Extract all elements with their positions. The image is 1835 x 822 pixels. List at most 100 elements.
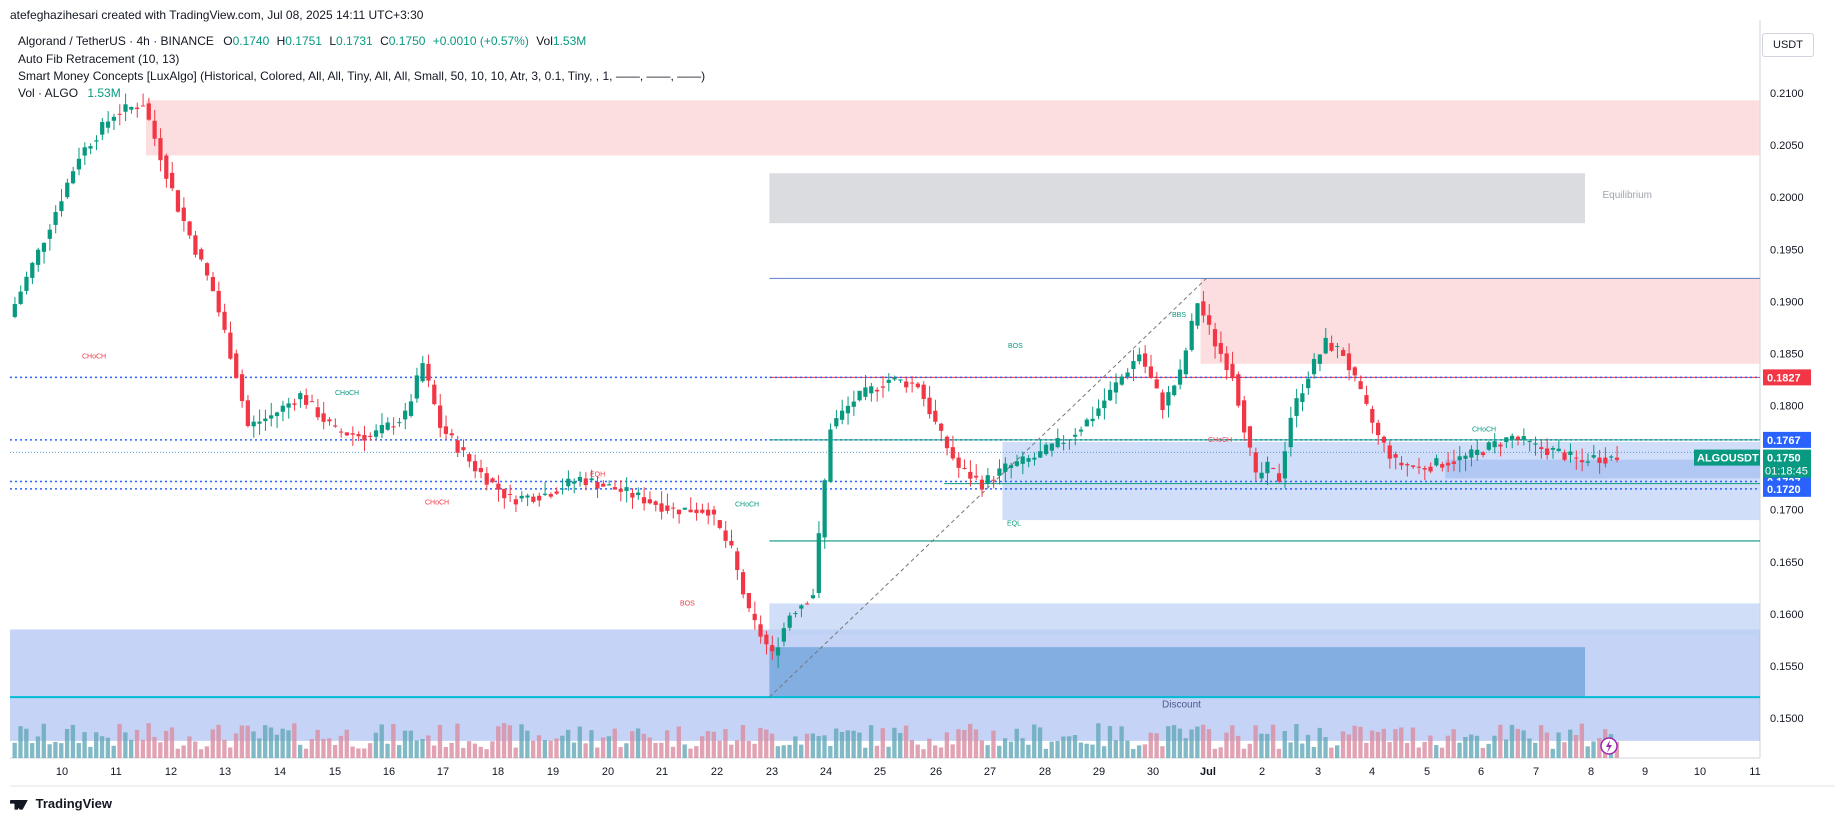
volume-bar: [630, 731, 635, 758]
volume-bar: [519, 724, 524, 758]
volume-bar: [350, 746, 355, 758]
tradingview-logo[interactable]: TradingView: [10, 796, 112, 811]
candle-body: [1393, 454, 1398, 458]
volume-bar: [1364, 742, 1369, 758]
x-tick-label: Jul: [1200, 766, 1216, 778]
candle-body: [706, 509, 711, 516]
candle-body: [1242, 400, 1247, 433]
candle-body: [1445, 462, 1451, 466]
candle-body: [933, 410, 938, 422]
volume-bar: [303, 748, 309, 758]
volume-bar: [82, 732, 87, 758]
volume-bar: [985, 745, 990, 758]
volume-bar: [297, 744, 303, 758]
volume-bar: [420, 739, 425, 758]
volume-bar: [1393, 729, 1398, 758]
volume-bar: [1317, 727, 1322, 758]
volume-bar: [560, 735, 565, 758]
volume-bar: [1375, 731, 1381, 758]
candle-body: [187, 221, 192, 236]
volume-bar: [1591, 741, 1596, 758]
candle-body: [764, 634, 769, 645]
volume-bar: [88, 746, 93, 758]
x-tick-label: 25: [874, 766, 886, 778]
structure-label: CHoCH: [335, 390, 359, 397]
candle-body: [1113, 382, 1119, 393]
candle-body: [1591, 455, 1596, 458]
candle-body: [467, 454, 472, 462]
candle-body: [688, 509, 693, 513]
currency-button[interactable]: USDT: [1762, 33, 1814, 57]
volume-bar: [822, 735, 827, 758]
x-tick-label: 3: [1315, 766, 1321, 778]
y-tick-label: 0.2000: [1770, 192, 1804, 204]
candle-body: [94, 140, 99, 142]
candle-body: [76, 158, 82, 170]
x-tick-label: 14: [274, 766, 286, 778]
candle-body: [566, 478, 571, 487]
volume-bar: [967, 723, 973, 758]
candle-body: [1521, 436, 1526, 440]
candle-body: [280, 405, 285, 412]
candle-body: [24, 276, 29, 291]
symbol-name[interactable]: Algorand / TetherUS · 4h · BINANCE: [18, 34, 214, 48]
fib-trend-line: [769, 278, 1207, 698]
candle-body: [18, 291, 23, 304]
volume-bar: [898, 732, 903, 758]
candle-body: [1434, 458, 1439, 466]
volume-bar: [1067, 736, 1072, 758]
volume-bar: [228, 747, 233, 758]
volume-bar: [1113, 740, 1118, 758]
candle-body: [484, 473, 489, 485]
indicator-smc[interactable]: Smart Money Concepts [LuxAlgo] (Historic…: [18, 69, 706, 83]
volume-bar: [1119, 726, 1124, 758]
candle-body: [1533, 443, 1538, 445]
volume-bar: [1032, 724, 1037, 758]
candle-body: [449, 433, 454, 436]
volume-bar: [1276, 748, 1282, 758]
volume-bar: [548, 740, 553, 758]
volume-bar: [909, 740, 915, 758]
volume-bar: [1335, 745, 1340, 758]
y-tick-label: 0.1600: [1770, 609, 1804, 621]
candle-body: [1346, 353, 1352, 371]
candle-body: [426, 363, 431, 381]
candle-body: [735, 551, 740, 570]
structure-label: CHoCH: [425, 499, 449, 506]
candle-body: [740, 572, 746, 595]
candle-body: [1428, 466, 1433, 472]
volume-bar: [1061, 736, 1066, 758]
volume-bar: [1544, 732, 1550, 758]
volume-bar: [379, 724, 384, 758]
indicator-fib[interactable]: Auto Fib Retracement (10, 13): [18, 52, 180, 66]
volume-bar: [1416, 747, 1421, 758]
candle-body: [927, 397, 932, 415]
candle-body: [403, 410, 408, 420]
indicator-volume[interactable]: Vol · ALGO 1.53M: [18, 86, 121, 100]
candle-body: [1043, 444, 1049, 455]
candle-body: [338, 431, 344, 433]
candle-body: [1335, 345, 1340, 347]
candle-body: [1253, 452, 1258, 473]
candle-body: [542, 493, 548, 495]
y-tick-label: 0.1950: [1770, 244, 1804, 256]
volume-bar: [187, 736, 192, 758]
candle-body: [909, 382, 915, 384]
candle-body: [671, 507, 676, 509]
volume-bar: [921, 749, 926, 758]
volume-bar: [612, 728, 617, 758]
candle-body: [991, 479, 996, 481]
volume-bar: [577, 726, 582, 758]
candle-body: [845, 405, 851, 414]
volume-bar: [437, 724, 443, 758]
candle-body: [1294, 398, 1299, 416]
volume-bar: [59, 743, 64, 758]
volume-bar: [531, 740, 536, 758]
volume-bar: [1154, 733, 1159, 758]
volume-bar: [863, 747, 868, 758]
volume-bar: [408, 730, 413, 758]
open-label: O: [223, 34, 233, 48]
candle-body: [554, 491, 559, 494]
volume-bar: [356, 748, 361, 758]
